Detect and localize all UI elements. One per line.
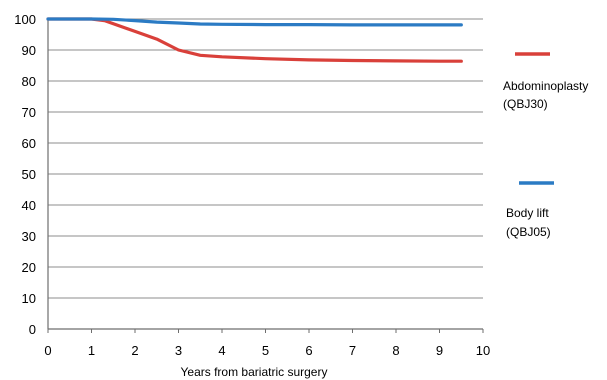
- gridlines: [48, 18, 483, 299]
- legend-item-body-lift: Body lift (QBJ05): [506, 181, 554, 239]
- x-tick-label-7: 7: [349, 343, 356, 358]
- series-line-body-lift: [46, 17, 463, 27]
- y-tick-label-90: 90: [22, 43, 36, 58]
- legend-item-abdominoplasty: Abdominoplasty (QBJ30): [503, 52, 588, 111]
- x-tick-label-5: 5: [262, 343, 269, 358]
- x-tick-label-2: 2: [131, 343, 138, 358]
- y-tick-label-100: 100: [14, 12, 36, 27]
- y-tick-label-60: 60: [22, 136, 36, 151]
- y-tick-label-70: 70: [22, 105, 36, 120]
- x-tick-label-8: 8: [392, 343, 399, 358]
- y-axis-tick-labels: 0 10 20 30 40 50 60 70 80 90 100: [14, 12, 36, 337]
- legend-label-body-lift-line2: (QBJ05): [506, 225, 551, 239]
- y-tick-label-0: 0: [29, 322, 36, 337]
- x-tick-label-3: 3: [175, 343, 182, 358]
- x-axis-title: Years from bariatric surgery: [181, 365, 328, 379]
- x-tick-label-10: 10: [476, 343, 490, 358]
- legend-label-body-lift-line1: Body lift: [506, 206, 549, 220]
- x-axis-tick-labels: 0 1 2 3 4 5 6 7 8 9 10: [44, 329, 490, 358]
- x-tick-label-4: 4: [218, 343, 225, 358]
- y-tick-label-40: 40: [22, 198, 36, 213]
- y-tick-label-80: 80: [22, 74, 36, 89]
- y-tick-label-10: 10: [22, 291, 36, 306]
- series-lines: [46, 17, 463, 63]
- x-tick-label-6: 6: [305, 343, 312, 358]
- legend: Abdominoplasty (QBJ30) Body lift (QBJ05): [503, 52, 588, 239]
- y-tick-label-30: 30: [22, 229, 36, 244]
- y-tick-label-20: 20: [22, 260, 36, 275]
- series-line-abdominoplasty: [46, 17, 463, 63]
- y-tick-label-50: 50: [22, 167, 36, 182]
- legend-label-abdominoplasty-line2: (QBJ30): [503, 97, 548, 111]
- legend-label-abdominoplasty-line1: Abdominoplasty: [503, 79, 588, 93]
- x-tick-label-0: 0: [44, 343, 51, 358]
- x-tick-label-1: 1: [88, 343, 95, 358]
- x-tick-label-9: 9: [436, 343, 443, 358]
